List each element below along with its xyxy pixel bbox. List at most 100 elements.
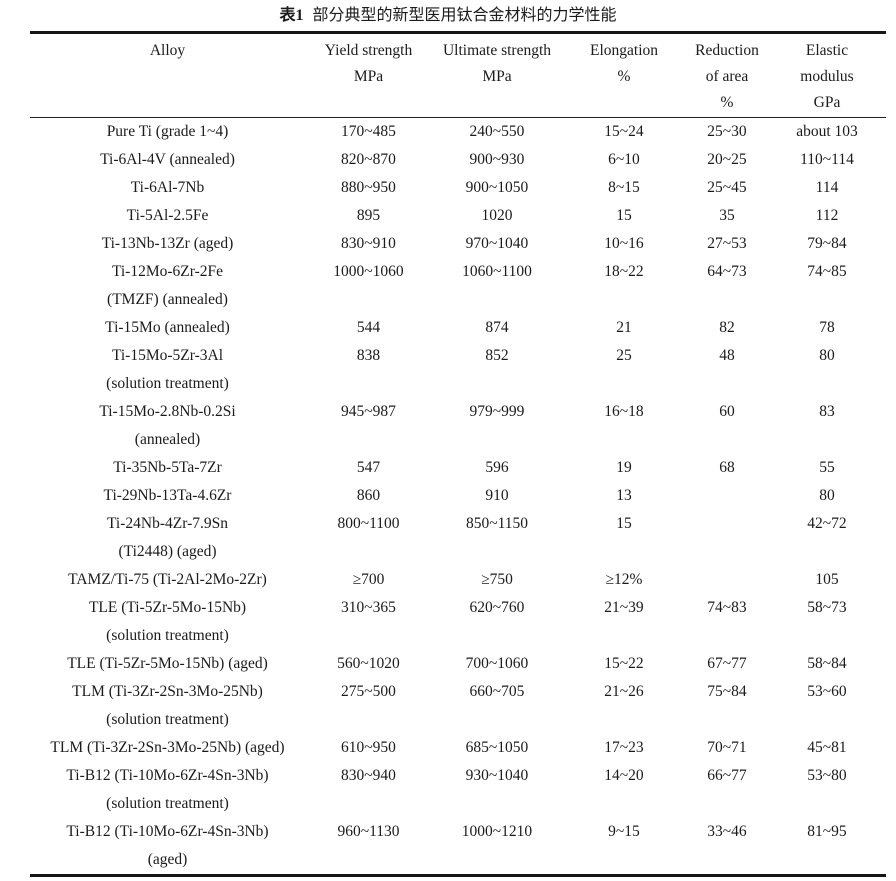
header-elongation-unit: % — [617, 68, 631, 85]
reduction-of-area-cell: 64~73 — [707, 263, 747, 280]
reduction-of-area-cell — [686, 510, 768, 566]
reduction-of-area-cell: 25~30 — [707, 123, 747, 140]
header-yield-strength: Yield strength MPa — [305, 33, 432, 118]
alloy-cell: Ti-12Mo-6Zr-2Fe (TMZF) (annealed) — [30, 258, 305, 314]
elastic-modulus-cell: 112 — [815, 207, 839, 224]
table-row: Ti-6Al-4V (annealed) 820~870 900~930 6~10 20… — [30, 146, 886, 174]
reduction-of-area-cell: 67~77 — [707, 655, 747, 672]
yield-strength-cell: 830~910 — [341, 235, 396, 252]
reduction-of-area-cell: 70~71 — [707, 739, 747, 756]
alloy-cell: Ti-15Mo-2.8Nb-0.2Si (annealed) — [30, 398, 305, 454]
table-row: Ti-15Mo-5Zr-3Al (solution treatment) 838 85… — [30, 342, 886, 398]
header-modulus-unit: GPa — [813, 94, 841, 111]
ultimate-strength-cell: 900~1050 — [465, 179, 529, 196]
elongation-cell: ≥12% — [605, 571, 643, 588]
alloy-name-line2: (solution treatment) — [106, 627, 229, 644]
elastic-modulus-cell: 79~84 — [807, 235, 847, 252]
alloy-name-line2: (aged) — [147, 851, 188, 868]
alloy-cell: Ti-24Nb-4Zr-7.9Sn (Ti2448) (aged) — [30, 510, 305, 566]
alloy-name: Ti-B12 (Ti-10Mo-6Zr-4Sn-3Nb) — [66, 767, 269, 784]
alloy-name-line2: (solution treatment) — [106, 711, 229, 728]
elongation-cell: 6~10 — [608, 151, 640, 168]
table-header: Alloy Yield strength MPa Ultimate streng… — [30, 33, 886, 118]
elongation-cell: 8~15 — [608, 179, 640, 196]
reduction-of-area-cell: 66~77 — [707, 767, 747, 784]
ultimate-strength-cell: 700~1060 — [465, 655, 529, 672]
table-row: TLE (Ti-5Zr-5Mo-15Nb) (solution treatment… — [30, 594, 886, 650]
table-row: TLE (Ti-5Zr-5Mo-15Nb) (aged) 560~1020 700~… — [30, 650, 886, 678]
ultimate-strength-cell: 900~930 — [469, 151, 525, 168]
yield-strength-cell: 560~1020 — [337, 655, 400, 672]
yield-strength-cell: 860 — [356, 487, 381, 504]
elastic-modulus-cell: 105 — [815, 571, 839, 588]
table-caption: 表1 部分典型的新型医用钛合金材料的力学性能 — [0, 0, 896, 31]
table-row: TLM (Ti-3Zr-2Sn-3Mo-25Nb) (aged) 610~950 6… — [30, 734, 886, 762]
table-row: Pure Ti (grade 1~4) 170~485 240~550 15~24 25… — [30, 118, 886, 147]
table-row: Ti-12Mo-6Zr-2Fe (TMZF) (annealed) 1000~106… — [30, 258, 886, 314]
alloy-name: TLE (Ti-5Zr-5Mo-15Nb) (aged) — [67, 655, 268, 672]
ultimate-strength-cell: 1020 — [481, 207, 513, 224]
ultimate-strength-cell: 970~1040 — [465, 235, 529, 252]
yield-strength-cell: ≥700 — [352, 571, 385, 588]
alloy-name-line2: (TMZF) (annealed) — [107, 291, 228, 308]
header-reduction-unit: % — [720, 94, 734, 111]
alloy-cell: Ti-5Al-2.5Fe — [30, 202, 305, 230]
reduction-of-area-cell: 48 — [719, 347, 735, 364]
elastic-modulus-cell: 80 — [819, 487, 835, 504]
alloy-cell: Ti-6Al-4V (annealed) — [30, 146, 305, 174]
table-body: Pure Ti (grade 1~4) 170~485 240~550 15~24 25… — [30, 118, 886, 876]
alloy-name: Ti-15Mo (annealed) — [105, 319, 230, 336]
elongation-cell: 15~24 — [604, 123, 644, 140]
yield-strength-cell: 960~1130 — [337, 823, 400, 840]
yield-strength-cell: 1000~1060 — [333, 263, 404, 280]
table-row: Ti-B12 (Ti-10Mo-6Zr-4Sn-3Nb) (solution tr… — [30, 762, 886, 818]
elongation-cell: 19 — [616, 459, 632, 476]
alloy-cell: TLM (Ti-3Zr-2Sn-3Mo-25Nb) (aged) — [30, 734, 305, 762]
reduction-of-area-cell: 82 — [719, 319, 735, 336]
reduction-of-area-cell: 25~45 — [707, 179, 747, 196]
elongation-cell: 10~16 — [604, 235, 644, 252]
header-reduction-line2: of area — [705, 68, 749, 85]
alloy-cell: TAMZ/Ti-75 (Ti-2Al-2Mo-2Zr) — [30, 566, 305, 594]
alloy-name-line2: (Ti2448) (aged) — [118, 543, 217, 560]
alloy-name: Ti-29Nb-13Ta-4.6Zr — [103, 487, 232, 504]
reduction-of-area-cell: 74~83 — [707, 599, 747, 616]
yield-strength-cell: 800~1100 — [337, 515, 400, 532]
elastic-modulus-cell: 53~80 — [807, 767, 847, 784]
table-row: Ti-15Mo (annealed) 544 874 21 82 78 — [30, 314, 886, 342]
alloy-name: TLM (Ti-3Zr-2Sn-3Mo-25Nb) — [72, 683, 263, 700]
ultimate-strength-cell: 910 — [485, 487, 509, 504]
alloy-name: Ti-5Al-2.5Fe — [126, 207, 209, 224]
alloy-name: Ti-B12 (Ti-10Mo-6Zr-4Sn-3Nb) — [66, 823, 269, 840]
table-row: TLM (Ti-3Zr-2Sn-3Mo-25Nb) (solution treat… — [30, 678, 886, 734]
ultimate-strength-cell: 1000~1210 — [461, 823, 533, 840]
alloy-name: Ti-12Mo-6Zr-2Fe — [111, 263, 224, 280]
elastic-modulus-cell: 110~114 — [800, 151, 854, 168]
alloy-cell: TLM (Ti-3Zr-2Sn-3Mo-25Nb) (solution treat… — [30, 678, 305, 734]
elongation-cell: 21 — [616, 319, 632, 336]
header-yield-line1: Yield strength — [324, 42, 413, 59]
alloy-name: Pure Ti (grade 1~4) — [106, 123, 229, 140]
reduction-of-area-cell — [686, 482, 768, 510]
table-row: Ti-B12 (Ti-10Mo-6Zr-4Sn-3Nb) (aged) 960~11… — [30, 818, 886, 876]
reduction-of-area-cell: 75~84 — [707, 683, 747, 700]
elastic-modulus-cell: 83 — [819, 403, 835, 420]
elongation-cell: 15~22 — [604, 655, 644, 672]
elastic-modulus-cell: 42~72 — [807, 515, 847, 532]
alloy-name: Ti-15Mo-2.8Nb-0.2Si — [99, 403, 236, 420]
elastic-modulus-cell: 74~85 — [807, 263, 847, 280]
reduction-of-area-cell: 35 — [719, 207, 735, 224]
header-alloy: Alloy — [30, 33, 305, 118]
reduction-of-area-cell: 27~53 — [707, 235, 747, 252]
yield-strength-cell: 544 — [356, 319, 381, 336]
ultimate-strength-cell: 685~1050 — [465, 739, 529, 756]
yield-strength-cell: 895 — [356, 207, 381, 224]
ultimate-strength-cell: 620~760 — [469, 599, 525, 616]
ultimate-strength-cell: 660~705 — [469, 683, 525, 700]
table-row: Ti-13Nb-13Zr (aged) 830~910 970~1040 10~16 2… — [30, 230, 886, 258]
alloy-name: TAMZ/Ti-75 (Ti-2Al-2Mo-2Zr) — [68, 571, 267, 588]
table-row: Ti-6Al-7Nb 880~950 900~1050 8~15 25~45 114 — [30, 174, 886, 202]
table-row: Ti-24Nb-4Zr-7.9Sn (Ti2448) (aged) 800~1100… — [30, 510, 886, 566]
table-row: Ti-5Al-2.5Fe 895 1020 15 35 112 — [30, 202, 886, 230]
elastic-modulus-cell: 53~60 — [807, 683, 847, 700]
